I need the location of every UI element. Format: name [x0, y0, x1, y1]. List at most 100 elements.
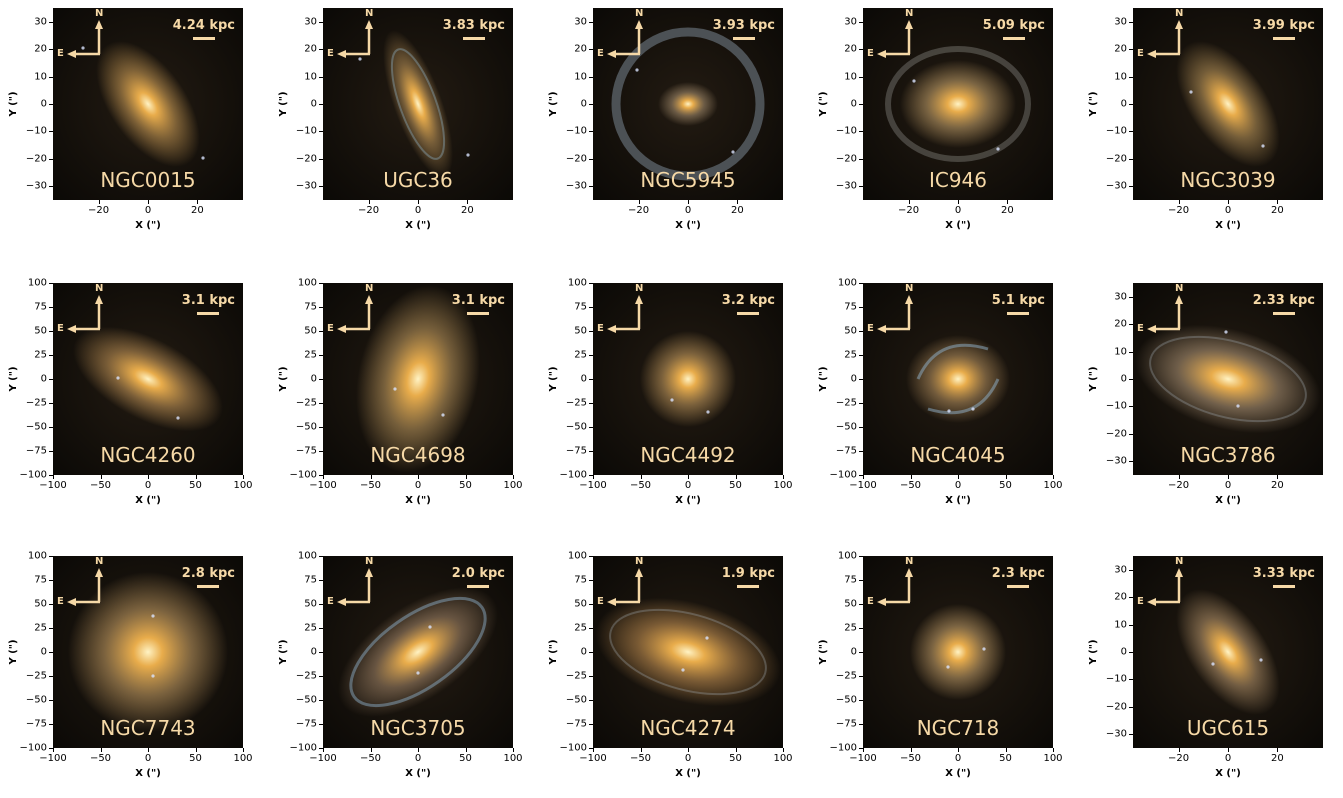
x-axis-label: X (") [405, 220, 431, 231]
galaxy-image-frame: N E 3.2 kpc NGC4492 [593, 283, 783, 475]
scale-bar-line [737, 585, 760, 588]
compass-north-label: N [905, 283, 914, 294]
y-tick-label: 20 [1114, 43, 1127, 55]
x-axis-label: X (") [135, 495, 161, 506]
x-tick-label: 0 [1224, 205, 1232, 216]
compass-arrows [1147, 568, 1183, 606]
x-axis-label: X (") [405, 768, 431, 779]
y-tick-label: −25 [25, 397, 47, 409]
y-tick-label: −25 [835, 670, 857, 682]
y-tick-label: 50 [844, 325, 857, 337]
y-tick-label: 30 [844, 16, 857, 28]
scale-bar-line [467, 312, 490, 315]
y-tick-label: 0 [850, 373, 857, 385]
compass-arrows [607, 568, 643, 606]
x-tick-mark [688, 200, 689, 204]
x-tick-mark [53, 748, 54, 752]
x-tick-mark [863, 475, 864, 479]
y-tick-mark [319, 748, 323, 749]
y-tick-label: 100 [297, 550, 317, 562]
x-tick-label: −20 [358, 205, 380, 216]
y-tick-label: −100 [289, 469, 317, 481]
y-tick-label: 75 [34, 301, 47, 313]
y-tick-label: −100 [829, 469, 857, 481]
y-tick-label: −10 [25, 125, 47, 137]
scale-bar-label: 3.33 kpc [1252, 566, 1315, 581]
compass-arrows [1147, 20, 1183, 58]
x-tick-mark [1178, 200, 1180, 204]
scale-bar-label: 3.1 kpc [181, 293, 235, 308]
y-tick-label: 75 [844, 574, 857, 586]
x-tick-label: 100 [773, 480, 793, 491]
x-tick-label: 20 [1271, 205, 1284, 216]
x-tick-label: 20 [1271, 480, 1284, 491]
x-tick-mark [465, 475, 467, 479]
y-tick-label: 75 [34, 574, 47, 586]
y-tick-label: 0 [580, 646, 587, 658]
y-tick-label: −50 [565, 421, 587, 433]
x-tick-mark [1228, 748, 1229, 752]
y-tick-label: −25 [295, 397, 317, 409]
y-tick-label: −75 [295, 445, 317, 457]
galaxy-image-frame: N E 3.93 kpc NGC5945 [593, 8, 783, 200]
x-tick-label: −100 [39, 753, 67, 764]
galaxy-panel: N E 4.24 kpc NGC0015 30 20 10 0 −10 −20 −30 −20 0 20 X… [0, 0, 255, 250]
y-tick-label: 50 [304, 325, 317, 337]
x-tick-label: −50 [359, 480, 382, 491]
galaxy-image [863, 8, 1053, 200]
scale-bar-line [1272, 585, 1295, 588]
y-tick-label: 75 [574, 574, 587, 586]
y-tick-label: 20 [34, 43, 47, 55]
scale-bar: 3.99 kpc [1253, 18, 1315, 40]
y-axis-label: Y (") [548, 91, 560, 117]
y-tick-label: −20 [295, 153, 317, 165]
y-tick-label: 0 [580, 98, 587, 110]
x-tick-label: 50 [189, 480, 202, 491]
y-tick-label: 100 [27, 277, 47, 289]
x-axis-label: X (") [1215, 495, 1241, 506]
galaxy-image [863, 556, 1053, 748]
scale-bar: 5.1 kpc [992, 293, 1045, 315]
x-tick-label: 50 [189, 753, 202, 764]
compass-north-label: N [1175, 283, 1184, 294]
y-tick-label: 10 [1114, 71, 1127, 83]
scale-bar-line [1272, 312, 1295, 315]
y-tick-label: −10 [565, 125, 587, 137]
y-tick-label: −75 [25, 445, 47, 457]
y-tick-label: −30 [25, 180, 47, 192]
y-tick-label: −75 [835, 718, 857, 730]
scale-bar: 2.3 kpc [992, 566, 1045, 588]
x-tick-mark [465, 748, 467, 752]
y-tick-label: 50 [574, 325, 587, 337]
y-tick-label: 30 [34, 16, 47, 28]
x-tick-mark [513, 475, 514, 479]
galaxy-image [53, 8, 243, 200]
galaxy-image-frame: N E 2.0 kpc NGC3705 [323, 556, 513, 748]
x-tick-mark [195, 475, 197, 479]
galaxy-name: NGC4274 [640, 716, 736, 740]
compass-arrows [877, 20, 913, 58]
y-tick-label: 30 [1114, 16, 1127, 28]
x-tick-label: 50 [459, 480, 472, 491]
galaxy-name: IC946 [928, 168, 988, 192]
scale-bar-label: 3.1 kpc [451, 293, 505, 308]
galaxy-panel: N E 2.33 kpc NGC3786 30 20 10 0 −10 −20 −30 −20 0 20 X… [1080, 275, 1335, 525]
x-tick-label: −20 [898, 205, 920, 216]
y-tick-label: −50 [25, 694, 47, 706]
compass-north-label: N [95, 556, 104, 567]
y-tick-label: 50 [844, 598, 857, 610]
x-tick-label: 100 [1043, 480, 1063, 491]
y-tick-label: 25 [304, 349, 317, 361]
y-tick-label: 100 [27, 550, 47, 562]
x-tick-mark [323, 475, 324, 479]
x-tick-label: 100 [503, 480, 523, 491]
x-tick-mark [1005, 475, 1007, 479]
y-tick-mark [319, 475, 323, 476]
y-tick-label: 0 [40, 373, 47, 385]
x-tick-label: −50 [899, 753, 922, 764]
y-tick-label: −30 [835, 180, 857, 192]
x-tick-mark [467, 200, 469, 204]
